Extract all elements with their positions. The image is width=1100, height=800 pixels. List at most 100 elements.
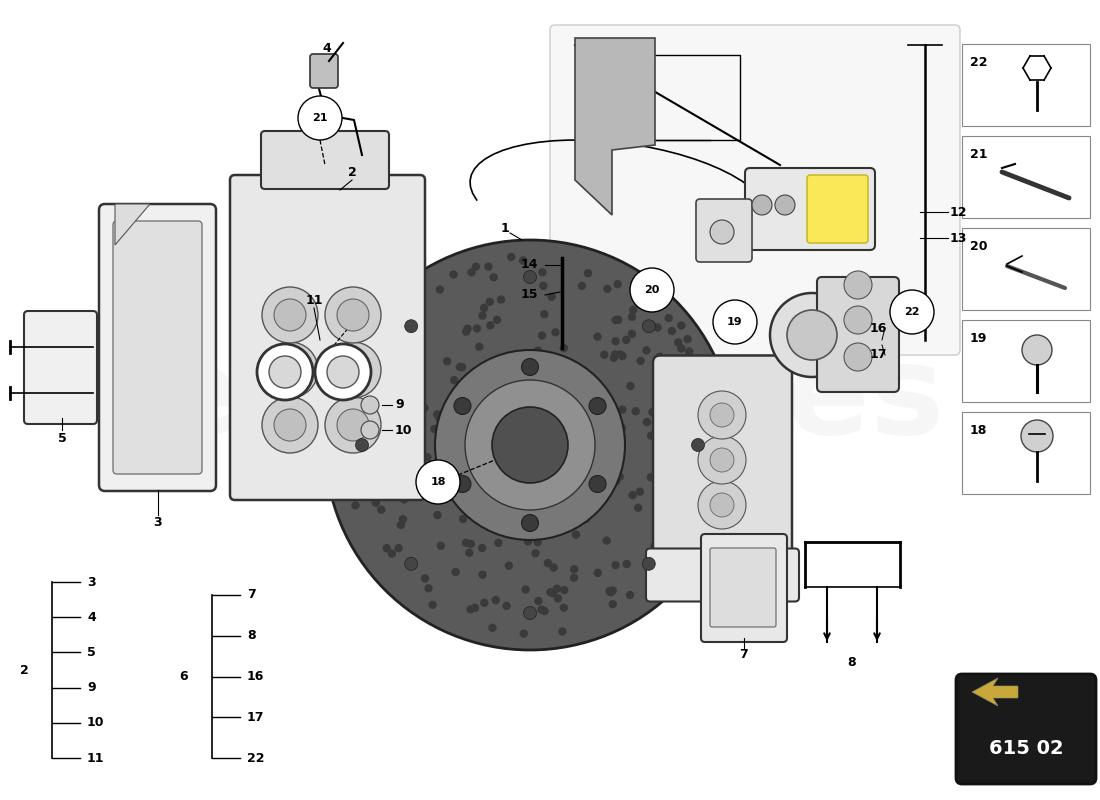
- Circle shape: [559, 518, 566, 526]
- Circle shape: [409, 335, 417, 344]
- Circle shape: [519, 256, 527, 265]
- Circle shape: [692, 462, 700, 470]
- Circle shape: [612, 477, 620, 486]
- Circle shape: [455, 362, 464, 371]
- Circle shape: [417, 345, 425, 353]
- Circle shape: [460, 426, 467, 435]
- Circle shape: [596, 474, 605, 482]
- Circle shape: [463, 481, 472, 489]
- Circle shape: [524, 537, 532, 546]
- Circle shape: [387, 550, 396, 558]
- Circle shape: [618, 406, 627, 414]
- Circle shape: [540, 310, 549, 318]
- Circle shape: [274, 354, 306, 386]
- Circle shape: [685, 347, 693, 356]
- Circle shape: [608, 600, 617, 608]
- Circle shape: [664, 554, 673, 562]
- Circle shape: [531, 549, 540, 558]
- Circle shape: [535, 597, 542, 606]
- Circle shape: [465, 417, 474, 425]
- Circle shape: [540, 607, 549, 615]
- Circle shape: [437, 542, 446, 550]
- Circle shape: [425, 584, 432, 593]
- Circle shape: [626, 590, 635, 599]
- Circle shape: [441, 424, 449, 433]
- Circle shape: [594, 438, 603, 447]
- Text: 14: 14: [520, 258, 538, 271]
- Circle shape: [416, 460, 460, 504]
- Circle shape: [397, 521, 405, 529]
- Circle shape: [410, 410, 418, 418]
- Circle shape: [262, 342, 318, 398]
- Circle shape: [449, 270, 458, 278]
- Circle shape: [451, 568, 460, 576]
- Text: 2: 2: [20, 663, 29, 677]
- Circle shape: [674, 338, 682, 346]
- Circle shape: [364, 407, 373, 416]
- Circle shape: [584, 269, 592, 278]
- Circle shape: [440, 409, 448, 418]
- Circle shape: [433, 410, 441, 418]
- Circle shape: [535, 374, 542, 383]
- Circle shape: [650, 542, 659, 550]
- Circle shape: [668, 326, 676, 335]
- Circle shape: [355, 438, 368, 451]
- Circle shape: [441, 417, 449, 425]
- Circle shape: [682, 382, 691, 390]
- Circle shape: [1022, 335, 1052, 365]
- Circle shape: [410, 425, 419, 433]
- Text: 4: 4: [322, 42, 331, 54]
- Circle shape: [521, 358, 539, 375]
- Circle shape: [492, 596, 500, 604]
- Circle shape: [443, 357, 451, 366]
- Circle shape: [274, 299, 306, 331]
- Circle shape: [608, 418, 617, 426]
- Circle shape: [844, 306, 872, 334]
- Circle shape: [623, 560, 631, 568]
- Circle shape: [561, 382, 569, 391]
- Circle shape: [656, 353, 664, 361]
- Circle shape: [626, 382, 635, 390]
- Circle shape: [361, 396, 379, 414]
- Circle shape: [612, 561, 619, 570]
- Circle shape: [658, 395, 666, 403]
- Circle shape: [652, 493, 661, 502]
- Text: 22: 22: [970, 56, 988, 69]
- FancyBboxPatch shape: [646, 549, 799, 602]
- Circle shape: [648, 408, 657, 417]
- Circle shape: [475, 500, 483, 508]
- Circle shape: [400, 495, 408, 503]
- Circle shape: [543, 559, 552, 567]
- Circle shape: [478, 311, 486, 320]
- Circle shape: [436, 286, 444, 294]
- Circle shape: [462, 538, 471, 547]
- FancyBboxPatch shape: [310, 54, 338, 88]
- Circle shape: [521, 514, 539, 531]
- Text: 9: 9: [87, 681, 96, 694]
- Text: 3: 3: [87, 575, 96, 589]
- Circle shape: [552, 585, 561, 593]
- Circle shape: [1021, 420, 1053, 452]
- Text: 5: 5: [87, 646, 96, 659]
- Bar: [962, 320, 1090, 402]
- Circle shape: [534, 346, 542, 355]
- Circle shape: [405, 558, 418, 570]
- Bar: [962, 136, 1090, 218]
- Circle shape: [571, 373, 579, 381]
- Circle shape: [617, 433, 626, 441]
- Circle shape: [703, 444, 712, 453]
- Circle shape: [541, 516, 549, 524]
- Circle shape: [653, 323, 662, 332]
- Circle shape: [678, 344, 685, 353]
- Circle shape: [472, 262, 480, 271]
- Circle shape: [710, 403, 734, 427]
- Circle shape: [610, 350, 619, 358]
- Circle shape: [549, 589, 557, 598]
- Text: 22: 22: [248, 751, 264, 765]
- Text: 9: 9: [395, 398, 404, 411]
- Text: 20: 20: [645, 285, 660, 295]
- Circle shape: [557, 510, 565, 518]
- Text: 20: 20: [970, 240, 988, 253]
- Circle shape: [558, 627, 566, 636]
- Circle shape: [361, 421, 379, 439]
